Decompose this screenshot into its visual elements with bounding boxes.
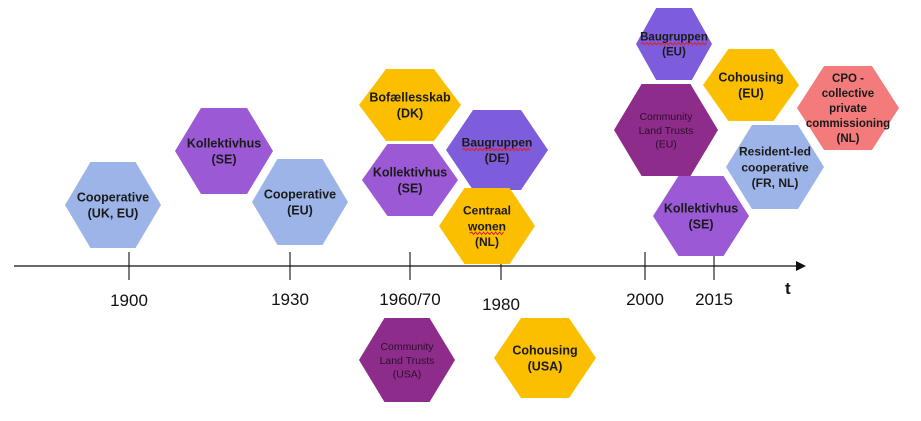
hex-label-cpo-nl-4: (NL) [837, 133, 860, 145]
hex-label-community-land-trusts-usa-2: (USA) [393, 368, 422, 380]
axis-label-t: t [785, 279, 791, 298]
hex-label-bofaellesskab-dk-1: (DK) [397, 107, 423, 121]
hex-label-kollektivhus-se-1-1: (SE) [212, 153, 237, 167]
tick-label-1930: 1930 [271, 290, 309, 309]
hex-label-baugruppen-de-1: (DE) [485, 151, 510, 165]
hex-label-centraal-wonen-nl-1: wonen [467, 219, 506, 233]
hex-label-centraal-wonen-nl-2: (NL) [475, 235, 499, 249]
hex-label-baugruppen-eu-1: (EU) [662, 47, 686, 59]
hex-label-resident-led-cooperative-0: Resident-led [739, 145, 811, 159]
hexagon-kollektivhus-se-2 [362, 144, 458, 216]
hexagon-cohousing-usa [494, 318, 596, 398]
axis-arrowhead [796, 261, 806, 271]
hex-label-centraal-wonen-nl-0: Centraal [463, 204, 511, 218]
hex-label-cohousing-eu-0: Cohousing [718, 70, 783, 84]
hex-label-kollektivhus-se-3-0: Kollektivhus [664, 201, 738, 215]
hex-label-cooperative-1900-0: Cooperative [77, 190, 149, 204]
hexagon-centraal-wonen-nl [439, 188, 535, 264]
tick-label-2015: 2015 [695, 290, 733, 309]
hex-label-cpo-nl-1: collective [822, 88, 874, 100]
hex-label-resident-led-cooperative-1: cooperative [741, 160, 809, 174]
tick-label-2000: 2000 [626, 290, 664, 309]
hexagon-community-land-trusts-eu [614, 84, 718, 176]
hexagon-kollektivhus-se-1 [175, 108, 273, 194]
hexagon-cohousing-eu [703, 49, 799, 121]
hex-label-cpo-nl-3: commissioning [806, 118, 890, 130]
hex-label-community-land-trusts-eu-1: Land Trusts [639, 125, 694, 137]
hexagon-bofaellesskab-dk [359, 69, 461, 141]
tick-label-1980: 1980 [482, 295, 520, 314]
hex-label-kollektivhus-se-1-0: Kollektivhus [187, 136, 261, 150]
hex-label-community-land-trusts-usa-0: Community [380, 341, 434, 353]
hexagon-community-land-trusts-usa [359, 318, 455, 402]
spellcheck-underline [640, 41, 707, 46]
hex-label-cooperative-1930-0: Cooperative [264, 187, 336, 201]
hex-label-community-land-trusts-eu-0: Community [639, 111, 693, 123]
hex-label-community-land-trusts-usa-1: Land Trusts [380, 355, 435, 367]
spellcheck-underline [469, 231, 504, 236]
hex-label-bofaellesskab-dk-0: Bofællesskab [369, 90, 451, 104]
hex-label-cohousing-usa-1: (USA) [528, 360, 563, 374]
tick-label-1960-70: 1960/70 [379, 290, 440, 309]
hex-label-baugruppen-eu-0: Baugruppen [640, 32, 708, 44]
hex-label-kollektivhus-se-2-1: (SE) [398, 182, 423, 196]
hex-label-cohousing-eu-1: (EU) [738, 87, 764, 101]
hex-label-kollektivhus-se-3-1: (SE) [689, 218, 714, 232]
hex-label-cooperative-1900-1: (UK, EU) [88, 207, 139, 221]
hexagon-resident-led-cooperative [726, 125, 824, 209]
hex-label-cpo-nl-2: private [829, 103, 867, 115]
hexagon-kollektivhus-se-3 [653, 176, 749, 256]
hexagon-cooperative-1900 [65, 162, 161, 248]
hexagon-cpo-nl [797, 66, 899, 150]
hex-label-cohousing-usa-0: Cohousing [512, 343, 577, 357]
hex-label-resident-led-cooperative-2: (FR, NL) [752, 176, 799, 190]
hex-label-cpo-nl-0: CPO - [832, 73, 864, 85]
hex-label-baugruppen-de-0: Baugruppen [462, 136, 533, 150]
hexagon-cooperative-1930 [252, 159, 348, 245]
spellcheck-underline [461, 147, 531, 152]
hex-label-community-land-trusts-eu-2: (EU) [655, 138, 677, 150]
tick-label-1900: 1900 [110, 291, 148, 310]
hex-label-kollektivhus-se-2-0: Kollektivhus [373, 165, 447, 179]
hex-label-cooperative-1930-1: (EU) [287, 204, 313, 218]
